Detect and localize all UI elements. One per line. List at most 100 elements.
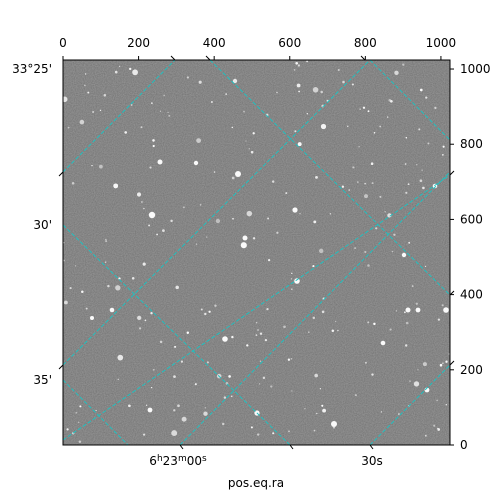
star	[71, 182, 75, 185]
wcs-tick	[369, 444, 374, 450]
star	[405, 307, 411, 313]
star	[143, 433, 146, 436]
x-tick-label: 0	[59, 36, 67, 50]
star	[367, 264, 370, 267]
star	[232, 78, 238, 84]
x-tick-label: 400	[203, 36, 226, 50]
star	[322, 408, 327, 413]
star	[222, 336, 228, 342]
star	[290, 278, 293, 280]
star	[150, 386, 153, 389]
y-tick-label: 1000	[460, 62, 491, 76]
star	[113, 183, 119, 189]
star	[297, 64, 301, 67]
star	[156, 233, 158, 236]
star	[393, 233, 396, 236]
star	[67, 126, 70, 129]
star	[321, 310, 325, 314]
star	[129, 67, 132, 71]
grid-line	[179, 171, 450, 445]
star	[262, 376, 266, 380]
star	[240, 242, 247, 249]
star	[92, 111, 94, 113]
star	[157, 159, 163, 165]
star	[252, 237, 256, 240]
star	[107, 284, 110, 288]
star	[266, 307, 269, 311]
star	[91, 164, 93, 167]
x-tick-label: 200	[127, 36, 150, 50]
star	[243, 110, 245, 113]
y-tick-label: 400	[460, 288, 483, 302]
star	[152, 139, 155, 142]
star	[389, 328, 392, 331]
star	[364, 194, 368, 199]
star	[177, 404, 180, 408]
star	[95, 409, 97, 412]
star	[118, 277, 121, 280]
grid-line	[369, 60, 450, 141]
star	[387, 213, 392, 218]
star	[206, 361, 209, 364]
star	[421, 169, 423, 171]
star	[288, 430, 290, 433]
star	[422, 362, 427, 367]
star	[140, 201, 143, 203]
wcs-tick	[170, 55, 176, 61]
wcs-tick	[58, 364, 64, 370]
star	[99, 109, 102, 112]
star	[210, 101, 213, 103]
wcs-tick	[449, 170, 455, 176]
star	[267, 217, 270, 220]
star	[173, 375, 176, 378]
star	[99, 164, 103, 169]
star	[445, 404, 448, 406]
star	[223, 396, 227, 399]
star	[159, 340, 163, 344]
star	[257, 329, 259, 331]
star	[204, 407, 207, 409]
star	[287, 358, 291, 361]
sky-image	[63, 60, 450, 445]
star	[422, 186, 425, 190]
star	[231, 126, 234, 129]
star	[370, 162, 374, 165]
star	[168, 114, 171, 117]
star	[186, 76, 189, 79]
star	[181, 416, 187, 422]
star	[150, 312, 153, 315]
star	[411, 285, 414, 288]
star	[148, 211, 156, 219]
star	[250, 150, 254, 154]
star	[118, 65, 121, 67]
star	[405, 191, 408, 194]
star	[398, 413, 400, 415]
star	[84, 84, 86, 87]
star	[380, 340, 386, 346]
star	[137, 315, 142, 321]
ra-tick-label: 6h23m00s	[149, 454, 207, 468]
star	[109, 307, 115, 313]
star	[152, 368, 155, 371]
star	[313, 429, 316, 432]
star	[115, 285, 121, 291]
star	[319, 388, 322, 390]
star	[320, 123, 327, 130]
star	[295, 61, 299, 65]
star	[424, 265, 427, 268]
star	[373, 322, 376, 326]
star	[151, 102, 153, 104]
star	[252, 132, 255, 135]
star	[213, 171, 216, 173]
star	[347, 125, 349, 127]
star	[337, 329, 339, 332]
star	[142, 262, 146, 266]
star	[351, 83, 354, 86]
star	[308, 331, 310, 333]
star	[293, 69, 296, 71]
star	[250, 426, 253, 429]
star	[294, 130, 297, 133]
star	[331, 421, 337, 427]
star	[246, 344, 249, 347]
star	[255, 334, 258, 336]
